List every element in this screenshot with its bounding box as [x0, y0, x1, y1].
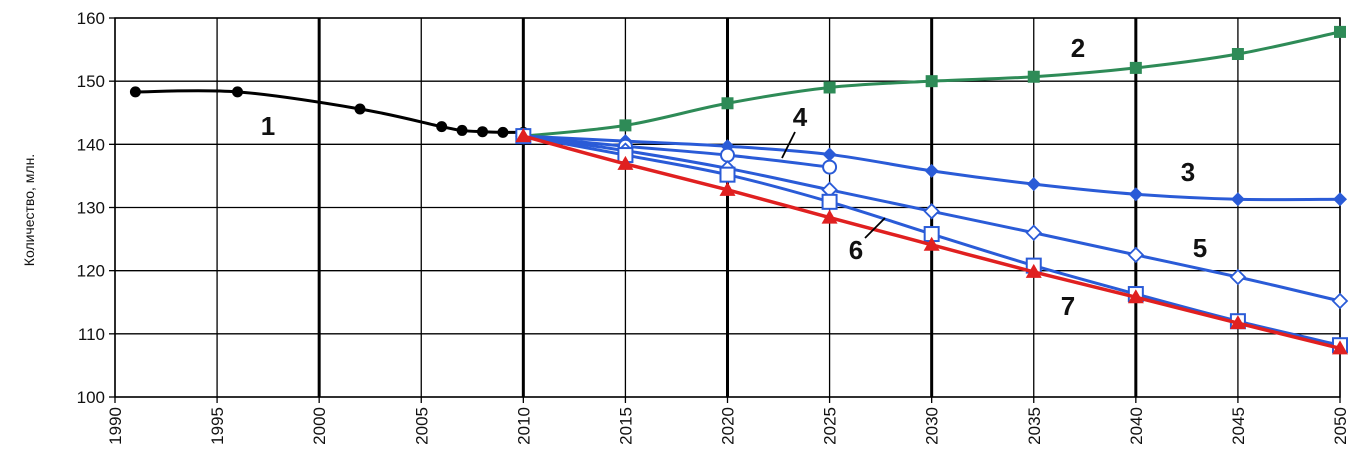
x-tick-label: 2020: [719, 407, 738, 445]
data-point-7: [1230, 192, 1245, 207]
y-tick-label: 160: [77, 9, 105, 28]
data-point-1: [232, 86, 243, 98]
x-tick-label: 1995: [208, 407, 227, 445]
data-point-8: [1333, 192, 1347, 207]
callout-lines: [781, 131, 886, 239]
data-point-1: [617, 155, 634, 170]
data-point-0: [515, 128, 532, 143]
data-point-6: [1129, 61, 1142, 74]
series-label-2: 2: [1071, 33, 1085, 63]
series-7: [515, 128, 1348, 355]
x-tick-label: 2040: [1127, 407, 1146, 445]
data-point-1: [619, 119, 632, 132]
grid-lines: [114, 17, 1341, 398]
data-point-5: [1025, 224, 1043, 242]
series-group: [129, 25, 1349, 355]
data-point-7: [1229, 268, 1247, 286]
data-point-7: [1229, 315, 1246, 330]
x-tick-label: 2050: [1331, 407, 1350, 445]
callout-line-4: [781, 131, 796, 159]
x-tick-label: 2010: [514, 407, 533, 445]
data-point-6: [1127, 246, 1145, 264]
y-tick-label: 120: [77, 262, 105, 281]
y-axis-label: Количество, млн.: [21, 154, 37, 266]
series-label-6: 6: [849, 235, 863, 265]
data-point-4: [925, 75, 938, 88]
series-line-4: [521, 134, 832, 169]
data-point-3: [822, 147, 837, 162]
series-labels: 1 2 3 4 5 6 7: [261, 33, 1207, 321]
series-1: [129, 86, 529, 138]
y-tick-label: 150: [77, 72, 105, 91]
data-point-2: [720, 147, 735, 163]
data-point-5: [1026, 177, 1041, 192]
x-tick-label: 2035: [1025, 407, 1044, 445]
x-tick-label: 2015: [616, 407, 635, 445]
data-point-3: [436, 121, 448, 133]
data-point-8: [1331, 292, 1349, 310]
data-point-5: [1027, 70, 1040, 83]
y-tick-label: 130: [77, 199, 105, 218]
data-point-3: [823, 81, 836, 94]
x-tick-label: 2025: [821, 407, 840, 445]
x-tick-label: 2045: [1229, 407, 1248, 445]
data-point-0: [129, 86, 141, 98]
data-point-7: [1231, 48, 1244, 61]
data-point-4: [924, 163, 939, 178]
data-point-2: [721, 97, 734, 110]
data-point-2: [354, 103, 366, 115]
data-point-3: [822, 159, 838, 175]
x-tick-label: 2030: [923, 407, 942, 445]
x-tick-label: 1990: [106, 407, 125, 445]
data-point-4: [923, 203, 940, 220]
y-tick-label: 100: [77, 388, 105, 407]
data-point-8: [1332, 340, 1348, 355]
data-point-8: [1334, 25, 1346, 38]
series-label-7: 7: [1061, 291, 1075, 321]
series-label-5: 5: [1193, 233, 1207, 263]
data-point-4: [456, 124, 468, 136]
series-label-1: 1: [261, 111, 275, 141]
axes: [109, 17, 1341, 403]
callout-line-6: [864, 217, 886, 239]
data-point-4: [923, 236, 940, 251]
y-tick-label: 140: [77, 135, 105, 154]
y-tick-labels: 100 110 120 130 140 150 160: [77, 9, 105, 407]
x-tick-label: 2005: [412, 407, 431, 445]
data-point-3: [821, 193, 838, 210]
x-tick-labels: 1990 1995 2000 2005 2010 2015 2020 2025 2030 2035…: [106, 407, 1350, 445]
series-label-4: 4: [793, 102, 808, 132]
y-tick-label: 110: [78, 325, 105, 344]
data-point-6: [1128, 187, 1143, 202]
data-point-5: [1025, 263, 1042, 278]
data-point-6: [1127, 289, 1144, 304]
series-label-3: 3: [1181, 157, 1195, 187]
data-point-6: [497, 126, 509, 138]
data-point-3: [821, 209, 838, 224]
data-point-2: [719, 166, 736, 183]
data-point-2: [719, 181, 736, 196]
data-point-5: [477, 126, 488, 138]
x-tick-label: 2000: [310, 407, 329, 445]
